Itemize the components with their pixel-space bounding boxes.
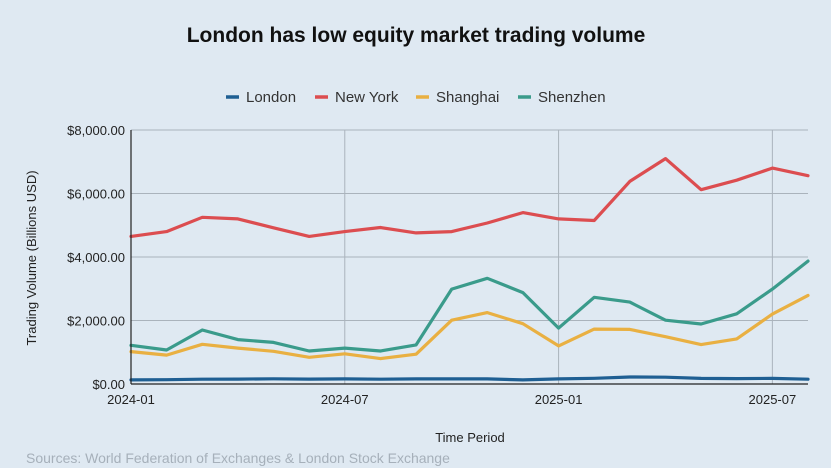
- chart-legend: London New York Shanghai Shenzhen: [226, 89, 606, 106]
- source-note: Sources: World Federation of Exchanges &…: [26, 450, 450, 466]
- legend-label: Shenzhen: [538, 89, 606, 106]
- x-axis-ticks: 2024-01 2024-07 2025-01 2025-07: [107, 392, 796, 407]
- series-line-shanghai: [129, 293, 810, 361]
- x-axis-label: Time Period: [435, 430, 505, 445]
- y-tick-label: $6,000.00: [67, 187, 125, 202]
- legend-item-shanghai: Shanghai: [416, 89, 499, 106]
- y-tick-label: $4,000.00: [67, 250, 125, 265]
- legend-label: New York: [335, 89, 399, 106]
- chart-title: London has low equity market trading vol…: [187, 24, 646, 47]
- y-tick-label: $0.00: [92, 377, 125, 392]
- legend-label: London: [246, 89, 296, 106]
- chart-grid: [130, 129, 808, 384]
- y-axis-ticks: $0.00 $2,000.00 $4,000.00 $6,000.00 $8,000.0…: [67, 123, 125, 392]
- series-line-london: [129, 375, 810, 382]
- y-axis-label: Trading Volume (Billions USD): [24, 170, 39, 345]
- legend-item-shenzhen: Shenzhen: [518, 89, 606, 106]
- legend-item-london: London: [226, 89, 296, 106]
- y-tick-label: $8,000.00: [67, 123, 125, 138]
- x-tick-label: 2025-01: [535, 392, 583, 407]
- legend-label: Shanghai: [436, 89, 499, 106]
- series-line-shenzhen: [129, 259, 810, 353]
- chart-series-lines: [129, 157, 810, 382]
- x-tick-label: 2024-01: [107, 392, 155, 407]
- x-tick-label: 2024-07: [321, 392, 369, 407]
- legend-item-new-york: New York: [315, 89, 399, 106]
- y-tick-label: $2,000.00: [67, 314, 125, 329]
- x-tick-label: 2025-07: [749, 392, 797, 407]
- series-line-new-york: [129, 157, 810, 238]
